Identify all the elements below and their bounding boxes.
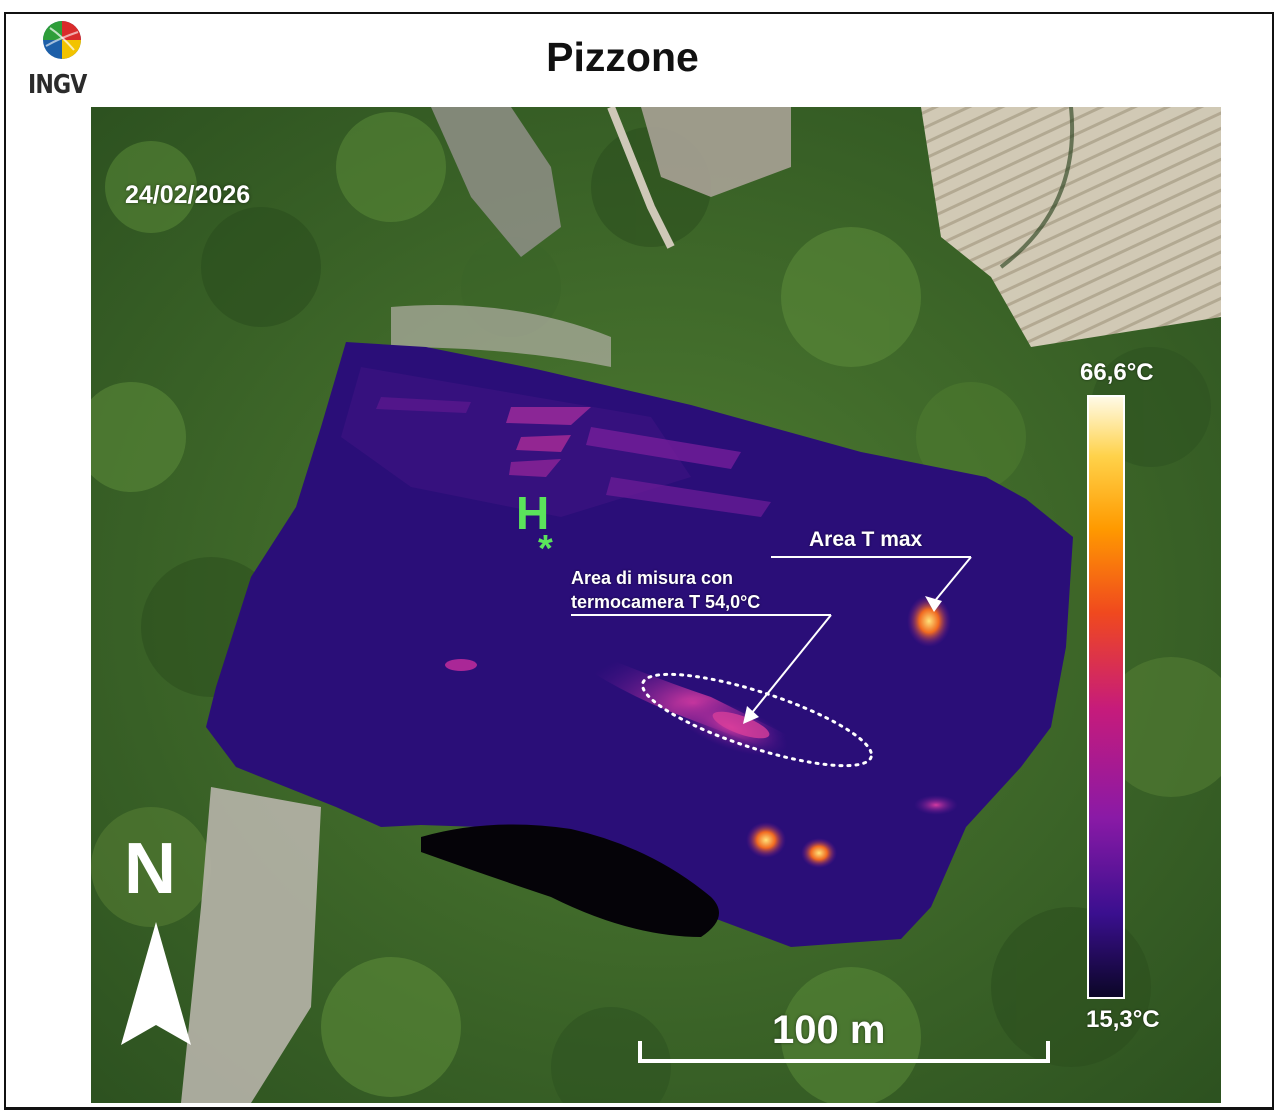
annotation-misura-line1: Area di misura con xyxy=(571,568,734,588)
annotation-misura-line2: termocamera T 54,0°C xyxy=(571,592,761,612)
vineyard-terraces xyxy=(921,107,1221,347)
scale-bar-label: 100 m xyxy=(772,1008,886,1052)
no-data-area xyxy=(421,824,719,937)
hotspot-tmax xyxy=(907,595,951,647)
colorbar-max-label: 66,6°C xyxy=(1080,359,1154,386)
rock-outcrop-top xyxy=(431,107,561,257)
map-title: Pizzone xyxy=(546,34,699,80)
north-arrow-icon xyxy=(121,922,191,1045)
colorbar-min-label: 15,3°C xyxy=(1086,1006,1160,1033)
ingv-logo-text: INGV xyxy=(28,70,87,100)
measurement-area-ellipse xyxy=(641,672,873,768)
thermal-map xyxy=(91,107,1221,1103)
misura-leader xyxy=(571,614,832,715)
ingv-globe-logo xyxy=(43,21,81,59)
acquisition-date: 24/02/2026 xyxy=(125,181,251,209)
tmax-leader xyxy=(771,556,972,603)
quarry-buildings xyxy=(641,107,791,197)
map-canvas xyxy=(91,107,1221,1103)
misura-arrowhead xyxy=(743,706,759,724)
rock-slope xyxy=(391,305,611,367)
north-label: N xyxy=(124,829,176,909)
heliport-marker-icon: * xyxy=(538,528,553,570)
scale-bar xyxy=(638,1041,1050,1063)
tmax-arrowhead xyxy=(925,596,942,612)
rocky-cliff xyxy=(181,787,321,1103)
heliport-label: H xyxy=(516,487,550,539)
annotation-tmax: Area T max xyxy=(809,528,923,551)
thermal-overlay xyxy=(206,342,1073,947)
colorbar xyxy=(1087,395,1125,999)
